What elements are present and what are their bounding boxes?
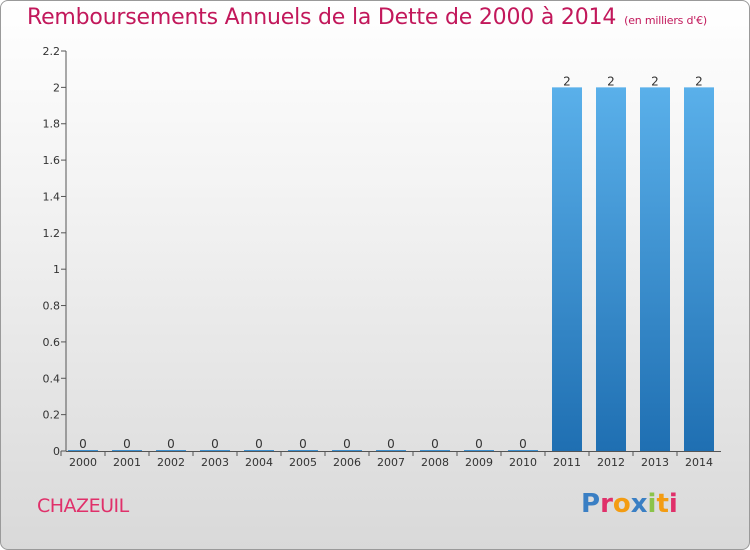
data-label: 0 bbox=[211, 437, 219, 451]
data-label: 0 bbox=[123, 437, 131, 451]
x-tick-label: 2003 bbox=[201, 456, 229, 469]
y-tick-label: 1.2 bbox=[43, 227, 61, 240]
bar bbox=[288, 450, 318, 451]
bar bbox=[200, 450, 230, 451]
data-label: 2 bbox=[563, 74, 571, 88]
x-tick-label: 2010 bbox=[509, 456, 537, 469]
bar bbox=[552, 87, 582, 451]
bar bbox=[332, 450, 362, 451]
chart-title-text: Remboursements Annuels de la Dette de 20… bbox=[27, 5, 617, 30]
bar bbox=[508, 450, 538, 451]
bar bbox=[464, 450, 494, 451]
x-tick-label: 2000 bbox=[69, 456, 97, 469]
logo-letter: o bbox=[612, 489, 631, 519]
data-label: 0 bbox=[475, 437, 483, 451]
y-tick-label: 0 bbox=[53, 445, 60, 458]
x-tick-label: 2002 bbox=[157, 456, 185, 469]
proxiti-logo[interactable]: Proxiti bbox=[581, 489, 678, 519]
bar bbox=[244, 450, 274, 451]
bar bbox=[640, 87, 670, 451]
data-label: 0 bbox=[519, 437, 527, 451]
bar bbox=[420, 450, 450, 451]
bar bbox=[596, 87, 626, 451]
x-tick-label: 2006 bbox=[333, 456, 361, 469]
bar bbox=[156, 450, 186, 451]
logo-letter: P bbox=[581, 489, 601, 519]
data-label: 0 bbox=[343, 437, 351, 451]
y-tick-label: 1.8 bbox=[43, 118, 61, 131]
data-label: 0 bbox=[299, 437, 307, 451]
y-tick-label: 1.6 bbox=[43, 154, 61, 167]
data-label: 2 bbox=[695, 74, 703, 88]
y-tick-label: 2 bbox=[53, 81, 60, 94]
data-label: 0 bbox=[387, 437, 395, 451]
bars bbox=[68, 87, 714, 451]
x-tick-label: 2011 bbox=[553, 456, 581, 469]
data-label: 0 bbox=[431, 437, 439, 451]
x-tick-label: 2005 bbox=[289, 456, 317, 469]
x-tick-label: 2009 bbox=[465, 456, 493, 469]
x-tick-label: 2012 bbox=[597, 456, 625, 469]
logo-letter: x bbox=[630, 489, 648, 519]
y-tick-label: 0.8 bbox=[43, 300, 61, 313]
data-label: 2 bbox=[607, 74, 615, 88]
commune-name: CHAZEUIL bbox=[37, 495, 129, 517]
x-tick-label: 2001 bbox=[113, 456, 141, 469]
data-label: 0 bbox=[255, 437, 263, 451]
y-tick-label: 0.2 bbox=[43, 409, 61, 422]
bar bbox=[68, 450, 98, 451]
y-tick-label: 0.6 bbox=[43, 336, 61, 349]
x-tick-label: 2007 bbox=[377, 456, 405, 469]
data-label: 0 bbox=[167, 437, 175, 451]
data-label: 0 bbox=[79, 437, 87, 451]
data-labels: 0 0 0 0 0 0 0 0 0 0 0 2 2 2 2 bbox=[79, 74, 703, 451]
x-tick-label: 2004 bbox=[245, 456, 273, 469]
chart-title: Remboursements Annuels de la Dette de 20… bbox=[27, 5, 707, 30]
logo-letter: i bbox=[668, 489, 678, 519]
x-tick-label: 2013 bbox=[641, 456, 669, 469]
bar bbox=[684, 87, 714, 451]
logo-letter: r bbox=[600, 489, 613, 519]
y-tick-label: 2.2 bbox=[43, 45, 61, 58]
logo-letter: i bbox=[647, 489, 657, 519]
chart-unit: (en milliers d'€) bbox=[624, 14, 708, 27]
y-tick-label: 1.4 bbox=[43, 190, 61, 203]
logo-letter: t bbox=[656, 489, 669, 519]
y-tick-label: 1 bbox=[53, 263, 60, 276]
y-tick-label: 0.4 bbox=[43, 372, 61, 385]
x-tick-label: 2014 bbox=[685, 456, 713, 469]
bar bbox=[112, 450, 142, 451]
x-tick-label: 2008 bbox=[421, 456, 449, 469]
bar bbox=[376, 450, 406, 451]
data-label: 2 bbox=[651, 74, 659, 88]
